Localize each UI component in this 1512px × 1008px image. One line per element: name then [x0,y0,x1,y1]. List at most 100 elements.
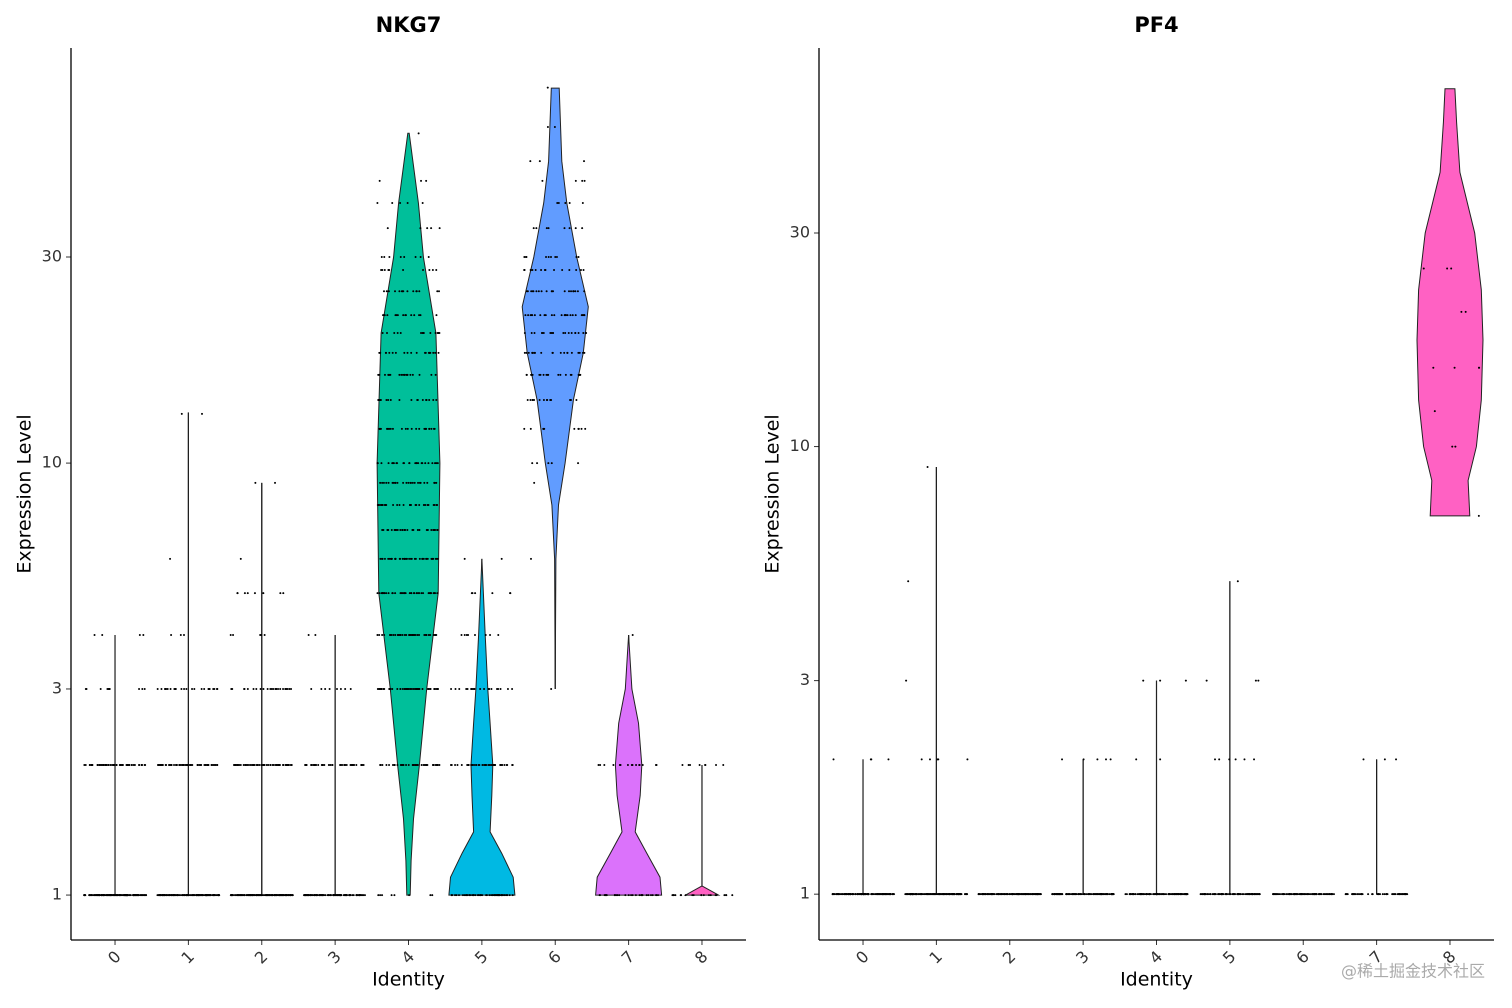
point [465,894,468,897]
point [1314,893,1317,896]
point [415,687,418,690]
point [400,373,403,376]
point [287,764,290,767]
point [428,351,431,354]
point [1351,893,1354,896]
point [1171,893,1174,896]
point-group [546,125,556,128]
point [434,332,437,335]
point [387,481,390,484]
point [1404,893,1407,896]
point [489,633,492,636]
point [324,687,327,690]
point [1273,893,1276,896]
point [421,557,424,560]
point [403,633,406,636]
point [494,894,497,897]
point [175,764,178,767]
point [714,894,717,897]
point [237,894,240,897]
point [413,314,416,317]
point [411,633,414,636]
point [1132,893,1135,896]
point-group [450,687,514,690]
point [99,687,102,690]
point [413,557,416,560]
point [488,687,491,690]
point-group [1477,514,1480,517]
x-axis-label: Identity [1120,969,1193,991]
point [1332,893,1335,896]
point [655,764,658,767]
point-group [1199,893,1261,896]
point [526,398,529,401]
point [1233,893,1236,896]
point [651,894,654,897]
point [436,529,439,532]
point [392,481,395,484]
point [116,894,119,897]
point-group [1451,445,1457,448]
point [550,687,553,690]
point [430,227,433,230]
x-tick-label: 6 [1292,947,1313,968]
point [490,894,493,897]
point [1322,893,1325,896]
point [108,687,111,690]
point [546,86,549,89]
point [923,893,926,896]
point [246,764,249,767]
point [928,758,931,761]
point [524,314,527,317]
point [491,592,494,595]
point [413,633,416,636]
point [396,314,399,317]
point [953,893,956,896]
point [547,255,550,258]
point [905,679,908,682]
point [574,290,577,293]
point-group [83,894,148,897]
point [554,255,557,258]
point [399,202,402,205]
point [1460,310,1463,313]
point [394,290,397,293]
point [584,427,587,430]
point [385,290,388,293]
point [581,227,584,230]
point [428,268,431,271]
point [506,687,509,690]
point [416,529,419,532]
point [410,314,413,317]
point [425,557,428,560]
point [415,503,418,506]
point [383,687,386,690]
point [126,764,129,767]
point [1243,758,1246,761]
point [437,290,440,293]
point [467,633,470,636]
point [573,427,576,430]
point [876,893,879,896]
point-group [376,687,439,690]
point [432,592,435,595]
point [408,894,411,897]
point [559,373,562,376]
point [390,894,393,897]
point [113,764,116,767]
point [849,893,852,896]
y-tick-label: 10 [790,436,810,455]
point [576,290,579,293]
point [909,893,912,896]
point [550,462,553,465]
point [887,758,890,761]
point [419,227,422,230]
point [1241,893,1244,896]
point [388,557,391,560]
point [572,290,575,293]
point [419,314,422,317]
point [434,373,437,376]
point-group [169,557,172,560]
x-tick-label: 6 [544,947,565,968]
point [275,687,278,690]
